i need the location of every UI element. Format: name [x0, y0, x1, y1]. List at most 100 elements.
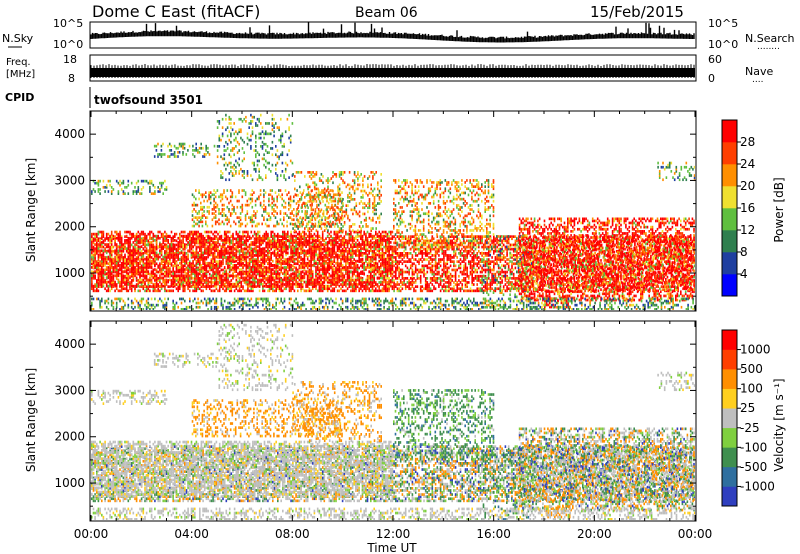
- rti-cell: [449, 235, 452, 238]
- rti-cell: [463, 258, 465, 261]
- rti-cell: [471, 264, 473, 268]
- rti-cell: [132, 249, 135, 253]
- rti-cell: [162, 237, 164, 241]
- rti-cell: [257, 281, 259, 284]
- rti-cell: [301, 243, 304, 247]
- rti-cell: [499, 266, 502, 270]
- rti-cell: [428, 262, 430, 266]
- rti-cell: [341, 266, 344, 270]
- rti-cell: [142, 262, 145, 266]
- rti-cell: [399, 281, 402, 284]
- rti-cell: [356, 266, 359, 270]
- rti-cell: [107, 289, 110, 293]
- rti-cell: [446, 274, 449, 278]
- rti-cell: [473, 279, 475, 282]
- rti-cell: [481, 237, 483, 241]
- rti-cell: [91, 287, 93, 291]
- rti-cell: [542, 262, 545, 266]
- rti-cell: [549, 249, 551, 253]
- rti-cell: [532, 258, 535, 261]
- rti-cell: [310, 252, 312, 255]
- rti-cell: [403, 260, 405, 263]
- rti-cell: [429, 252, 432, 255]
- rti-cell: [351, 245, 354, 249]
- rti-cell: [308, 287, 311, 291]
- rti-cell: [297, 260, 299, 263]
- rti-cell: [496, 270, 498, 274]
- rti-cell: [398, 266, 400, 270]
- rti-cell: [105, 256, 108, 259]
- rti-cell: [238, 277, 241, 280]
- rti-cell: [526, 256, 528, 259]
- rti-cell: [587, 262, 590, 266]
- rti-cell: [300, 266, 302, 270]
- rti-cell: [255, 266, 257, 270]
- rti-cell: [114, 243, 116, 247]
- rti-cell: [574, 235, 576, 238]
- rti-cell: [421, 249, 424, 253]
- rti-cell: [429, 249, 432, 253]
- rti-cell: [426, 249, 429, 253]
- rti-cell: [267, 270, 269, 274]
- rti-cell: [630, 239, 633, 243]
- rti-cell: [282, 254, 284, 257]
- rti-cell: [534, 266, 537, 270]
- rti-cell: [459, 287, 462, 291]
- rti-cell: [393, 274, 395, 278]
- rti-cell: [404, 277, 407, 280]
- rti-cell: [325, 237, 327, 241]
- rti-cell: [110, 270, 113, 274]
- rti-cell: [486, 279, 488, 282]
- rti-cell: [398, 237, 400, 241]
- rti-cell: [122, 249, 125, 253]
- rti-cell: [418, 260, 420, 263]
- rti-cell: [561, 256, 563, 259]
- rti-cell: [328, 281, 331, 284]
- rti-cell: [247, 287, 249, 291]
- rti-cell: [202, 272, 204, 276]
- rti-cell: [139, 270, 141, 274]
- rti-cell: [640, 274, 643, 278]
- rti-cell: [383, 279, 385, 282]
- rti-cell: [640, 272, 643, 276]
- rti-cell: [546, 239, 548, 243]
- rti-cell: [514, 262, 517, 266]
- rti-cell: [340, 274, 342, 278]
- rti-cell: [330, 264, 332, 268]
- rti-cell: [230, 249, 233, 253]
- rti-cell: [223, 289, 226, 293]
- rti-cell: [443, 245, 445, 249]
- rti-cell: [202, 279, 204, 282]
- rti-cell: [595, 266, 598, 270]
- rti-cell: [446, 258, 449, 261]
- rti-cell: [408, 283, 410, 286]
- rti-cell: [577, 254, 580, 257]
- rti-cell: [411, 235, 414, 238]
- rti-cell: [474, 247, 477, 251]
- rti-cell: [335, 266, 337, 270]
- rti-cell: [227, 281, 229, 284]
- rti-cell: [390, 272, 392, 276]
- rti-cell: [481, 258, 483, 261]
- rti-cell: [424, 279, 427, 282]
- rti-cell: [418, 258, 420, 261]
- rti-cell: [127, 258, 130, 261]
- rti-cell: [341, 274, 344, 278]
- rti-cell: [376, 283, 379, 286]
- rti-cell: [429, 256, 432, 259]
- rti-cell: [311, 237, 314, 241]
- rti-cell: [532, 270, 535, 274]
- rti-cell: [203, 241, 206, 245]
- rti-cell: [441, 268, 444, 272]
- rti-cell: [341, 247, 344, 251]
- rti-cell: [195, 241, 198, 245]
- rti-cell: [605, 254, 608, 257]
- rti-cell: [351, 237, 354, 241]
- rti-cell: [336, 272, 339, 276]
- rti-cell: [326, 289, 329, 293]
- rti-cell: [609, 279, 611, 282]
- rti-cell: [423, 266, 425, 270]
- rti-cell: [483, 258, 485, 261]
- rti-cell: [622, 274, 625, 278]
- rti-cell: [419, 245, 422, 249]
